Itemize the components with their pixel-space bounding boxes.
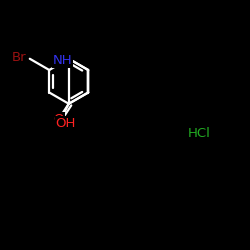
- Text: HCl: HCl: [187, 127, 210, 140]
- Text: NH: NH: [53, 54, 72, 67]
- Text: O: O: [54, 113, 64, 126]
- Text: OH: OH: [56, 116, 76, 130]
- Text: Br: Br: [12, 52, 27, 64]
